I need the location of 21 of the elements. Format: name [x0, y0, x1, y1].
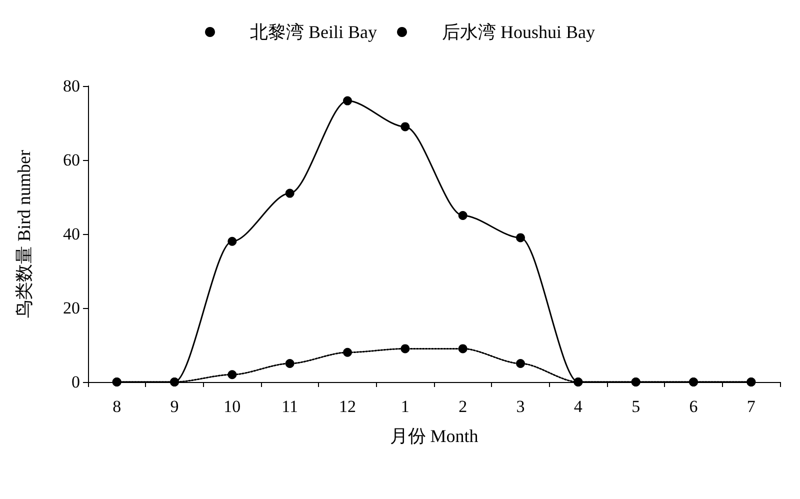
y-tick-label: 0 — [72, 372, 80, 392]
y-tick-label: 80 — [63, 76, 80, 96]
y-tick-label: 40 — [63, 224, 80, 244]
legend-label: 后水湾 Houshui Bay — [442, 22, 595, 42]
y-tick-label: 20 — [63, 298, 80, 318]
x-tick-label: 8 — [112, 397, 122, 416]
x-tick-label: 4 — [574, 397, 583, 416]
legend-label: 北黎湾 Beili Bay — [250, 22, 378, 42]
x-tick-label: 5 — [632, 397, 640, 416]
x-tick-label: 2 — [458, 397, 468, 416]
x-tick-label: 10 — [224, 397, 241, 416]
x-tick-label: 3 — [516, 397, 525, 416]
x-tick-label: 9 — [170, 397, 179, 416]
x-tick-label: 1 — [400, 397, 410, 416]
x-tick-label: 7 — [746, 397, 756, 416]
x-tick-label: 6 — [689, 397, 698, 416]
x-axis-title: 月份 Month — [390, 426, 478, 446]
x-tick-label: 12 — [339, 397, 356, 416]
y-axis-title: 鸟类数量 Bird number — [14, 150, 34, 318]
y-tick-label: 60 — [63, 150, 80, 170]
x-tick-label: 11 — [282, 397, 298, 416]
